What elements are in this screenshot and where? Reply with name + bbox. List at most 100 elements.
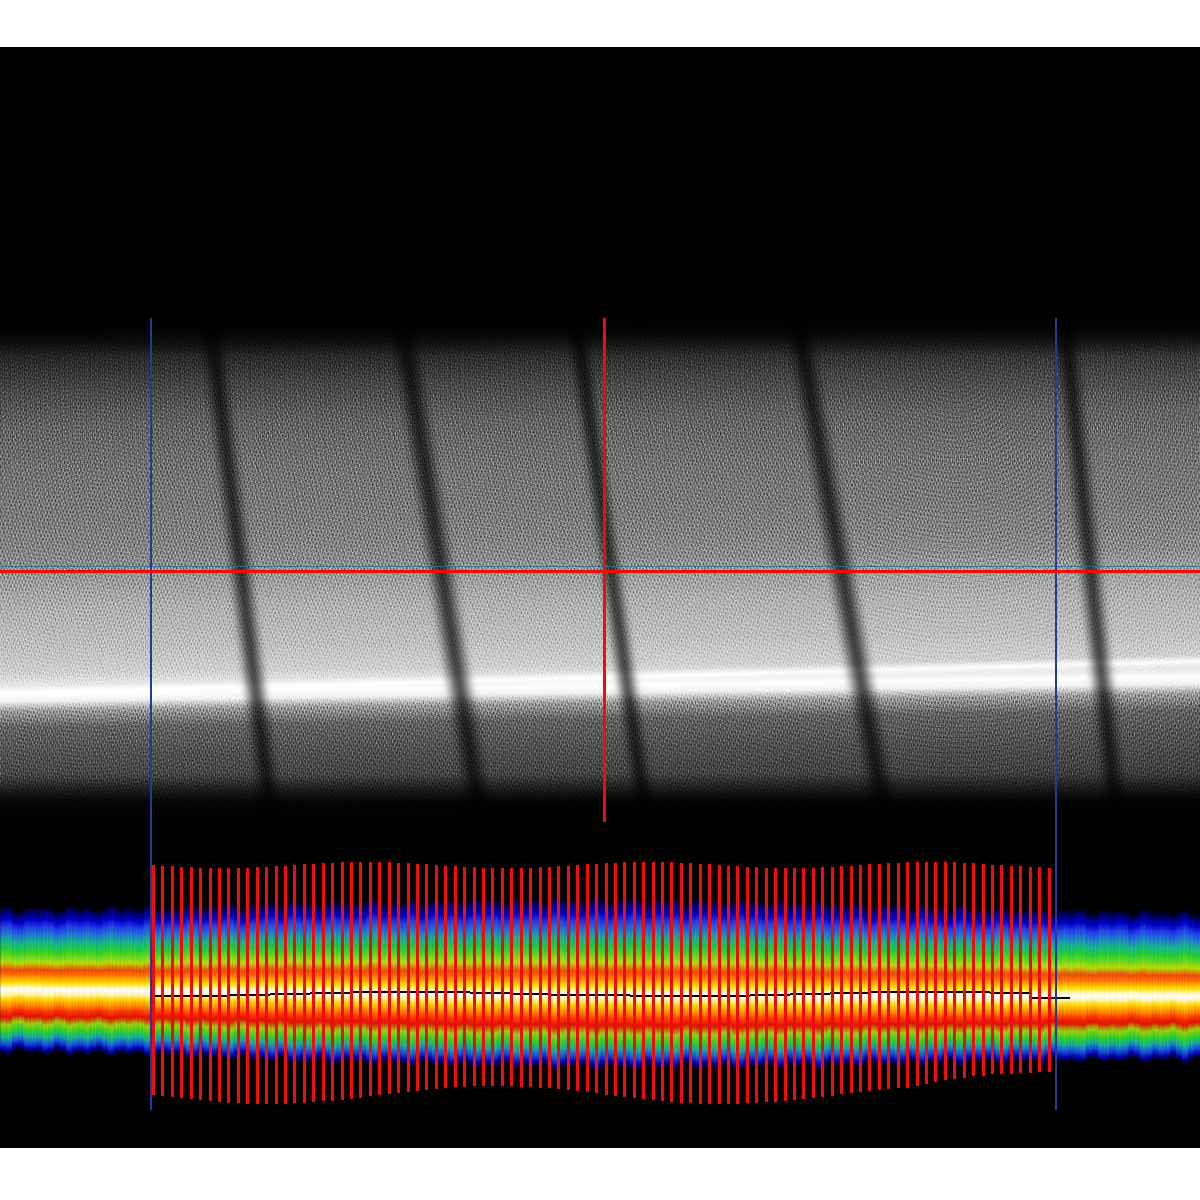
ascan-marker[interactable] bbox=[661, 862, 664, 1101]
ascan-marker[interactable] bbox=[821, 867, 824, 1097]
ascan-marker[interactable] bbox=[982, 864, 985, 1076]
ascan-marker[interactable] bbox=[812, 868, 815, 1098]
ascan-marker[interactable] bbox=[614, 863, 617, 1096]
ascan-marker[interactable] bbox=[774, 868, 777, 1102]
ascan-marker[interactable] bbox=[689, 863, 692, 1103]
ascan-marker[interactable] bbox=[491, 868, 494, 1086]
ascan-marker[interactable] bbox=[293, 865, 296, 1103]
ascan-marker[interactable] bbox=[784, 868, 787, 1101]
scan-canvas[interactable] bbox=[0, 47, 1200, 1148]
ascan-marker[interactable] bbox=[746, 867, 749, 1103]
ascan-marker[interactable] bbox=[312, 864, 315, 1102]
crosshair-horizontal[interactable] bbox=[0, 570, 1200, 573]
ascan-marker[interactable] bbox=[180, 867, 183, 1098]
ascan-marker[interactable] bbox=[718, 865, 721, 1104]
ascan-marker[interactable] bbox=[708, 864, 711, 1104]
ascan-marker[interactable] bbox=[199, 868, 202, 1100]
ascan-marker[interactable] bbox=[1038, 867, 1041, 1073]
ascan-marker[interactable] bbox=[171, 866, 174, 1097]
ascan-marker[interactable] bbox=[557, 866, 560, 1089]
ascan-marker[interactable] bbox=[802, 868, 805, 1099]
ascan-marker[interactable] bbox=[699, 864, 702, 1104]
doppler-panel[interactable] bbox=[0, 847, 1200, 1148]
ascan-marker[interactable] bbox=[623, 862, 626, 1097]
ascan-marker[interactable] bbox=[831, 867, 834, 1096]
ascan-marker[interactable] bbox=[435, 865, 438, 1089]
reference-horizontal-line[interactable] bbox=[0, 566, 1200, 567]
ascan-marker[interactable] bbox=[190, 867, 193, 1099]
ascan-marker[interactable] bbox=[944, 862, 947, 1081]
ascan-marker[interactable] bbox=[916, 862, 919, 1086]
ascan-marker[interactable] bbox=[755, 867, 758, 1103]
ascan-marker[interactable] bbox=[218, 868, 221, 1102]
ascan-marker[interactable] bbox=[576, 865, 579, 1091]
ascan-marker[interactable] bbox=[444, 866, 447, 1088]
ascan-marker[interactable] bbox=[595, 864, 598, 1093]
ascan-marker[interactable] bbox=[510, 868, 513, 1086]
ascan-marker[interactable] bbox=[963, 863, 966, 1078]
ascan-marker[interactable] bbox=[425, 864, 428, 1090]
ascan-marker[interactable] bbox=[1010, 866, 1013, 1074]
ascan-marker[interactable] bbox=[633, 862, 636, 1098]
ascan-marker[interactable] bbox=[501, 868, 504, 1086]
ascan-marker[interactable] bbox=[925, 862, 928, 1085]
ascan-marker[interactable] bbox=[407, 863, 410, 1092]
ascan-marker[interactable] bbox=[246, 868, 249, 1104]
ascan-marker[interactable] bbox=[397, 863, 400, 1093]
ascan-marker[interactable] bbox=[161, 866, 164, 1096]
ascan-marker[interactable] bbox=[378, 862, 381, 1095]
ascan-marker[interactable] bbox=[331, 863, 334, 1101]
ascan-marker[interactable] bbox=[1029, 867, 1032, 1073]
ascan-marker[interactable] bbox=[388, 862, 391, 1094]
ascan-marker[interactable] bbox=[859, 865, 862, 1092]
ascan-marker[interactable] bbox=[586, 864, 589, 1092]
bscan-panel[interactable] bbox=[0, 310, 1200, 825]
ascan-marker[interactable] bbox=[991, 865, 994, 1075]
ascan-marker[interactable] bbox=[209, 868, 212, 1101]
ascan-marker[interactable] bbox=[850, 866, 853, 1093]
ascan-marker[interactable] bbox=[303, 864, 306, 1103]
ascan-marker[interactable] bbox=[906, 862, 909, 1088]
ascan-marker[interactable] bbox=[369, 862, 372, 1096]
range-marker-left[interactable] bbox=[150, 318, 152, 1110]
ascan-marker[interactable] bbox=[322, 863, 325, 1101]
ascan-marker[interactable] bbox=[765, 868, 768, 1102]
ascan-marker[interactable] bbox=[539, 867, 542, 1088]
ascan-marker[interactable] bbox=[727, 866, 730, 1104]
ascan-marker[interactable] bbox=[284, 866, 287, 1104]
ascan-marker[interactable] bbox=[350, 862, 353, 1099]
ascan-marker[interactable] bbox=[680, 863, 683, 1103]
ascan-marker[interactable] bbox=[652, 862, 655, 1100]
ascan-marker[interactable] bbox=[256, 867, 259, 1104]
ascan-marker[interactable] bbox=[793, 868, 796, 1100]
ascan-marker[interactable] bbox=[840, 866, 843, 1094]
ascan-marker[interactable] bbox=[482, 868, 485, 1086]
ascan-marker[interactable] bbox=[416, 864, 419, 1091]
ascan-marker[interactable] bbox=[972, 863, 975, 1077]
ascan-marker[interactable] bbox=[463, 867, 466, 1087]
ascan-marker[interactable] bbox=[934, 862, 937, 1082]
ascan-marker[interactable] bbox=[642, 862, 645, 1099]
ascan-marker[interactable] bbox=[953, 862, 956, 1079]
ascan-marker[interactable] bbox=[520, 868, 523, 1087]
ascan-marker[interactable] bbox=[227, 868, 230, 1103]
ascan-marker[interactable] bbox=[897, 863, 900, 1088]
ascan-marker[interactable] bbox=[473, 867, 476, 1086]
ascan-marker[interactable] bbox=[878, 864, 881, 1090]
ascan-marker[interactable] bbox=[152, 865, 155, 1095]
ascan-marker[interactable] bbox=[359, 862, 362, 1098]
ascan-marker[interactable] bbox=[341, 862, 344, 1100]
ascan-marker[interactable] bbox=[605, 863, 608, 1095]
ascan-marker[interactable] bbox=[736, 866, 739, 1104]
ascan-marker[interactable] bbox=[237, 868, 240, 1103]
ascan-marker[interactable] bbox=[868, 864, 871, 1091]
ascan-marker[interactable] bbox=[548, 867, 551, 1088]
ascan-marker[interactable] bbox=[887, 863, 890, 1089]
ascan-marker[interactable] bbox=[529, 868, 532, 1087]
ascan-marker[interactable] bbox=[1048, 868, 1051, 1072]
ascan-marker[interactable] bbox=[454, 866, 457, 1087]
ascan-marker[interactable] bbox=[567, 866, 570, 1090]
ascan-marker[interactable] bbox=[670, 862, 673, 1102]
ascan-marker[interactable] bbox=[275, 866, 278, 1104]
ascan-marker[interactable] bbox=[1019, 866, 1022, 1074]
